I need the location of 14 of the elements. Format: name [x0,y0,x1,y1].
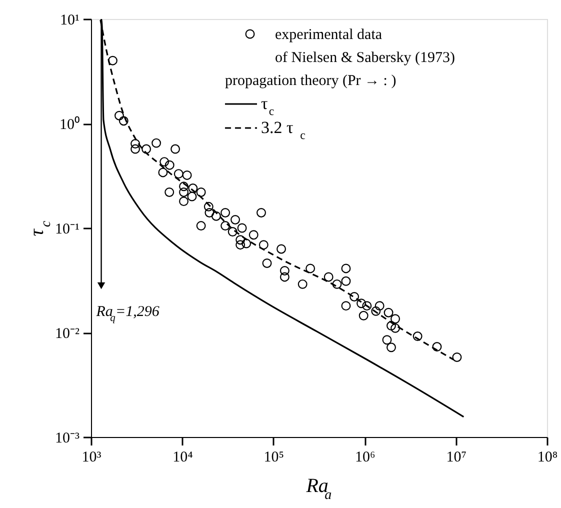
y-tick-label: 10⁻² [55,326,80,342]
legend-title: propagation theory (Pr → : ) [225,73,396,89]
y-tick-label: 10⁻¹ [55,222,80,238]
y-tick-label: 10¹ [60,12,80,28]
x-tick-label: 10³ [82,450,102,466]
y-axis-title: τc [26,220,54,236]
x-tick-label: 10⁶ [354,450,376,466]
y-tick-label: 10⁻³ [55,430,80,446]
legend-label: experimental data of Nielsen & Sabersky (1973) [275,27,455,66]
y-tick-label: 10⁰ [60,116,80,133]
x-tick-label: 10⁵ [264,450,284,466]
x-tick-label: 10⁴ [172,450,193,466]
x-tick-label: 10⁷ [446,450,466,466]
x-tick-label: 10⁸ [537,450,558,466]
